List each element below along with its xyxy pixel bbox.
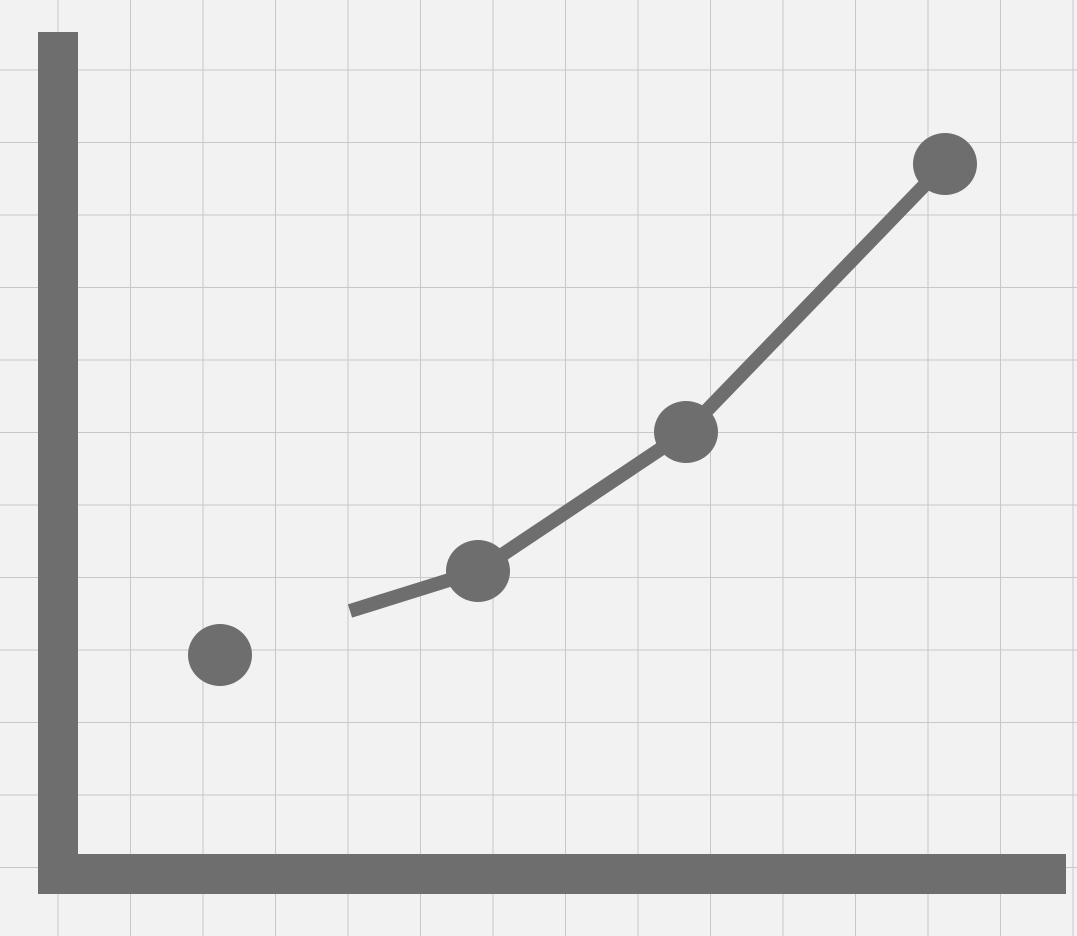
data-point-1 [188, 624, 252, 686]
data-point-4 [913, 133, 977, 195]
data-point-2 [446, 540, 510, 602]
data-points [188, 133, 977, 686]
data-point-3 [654, 401, 718, 463]
series-line [347, 159, 951, 618]
